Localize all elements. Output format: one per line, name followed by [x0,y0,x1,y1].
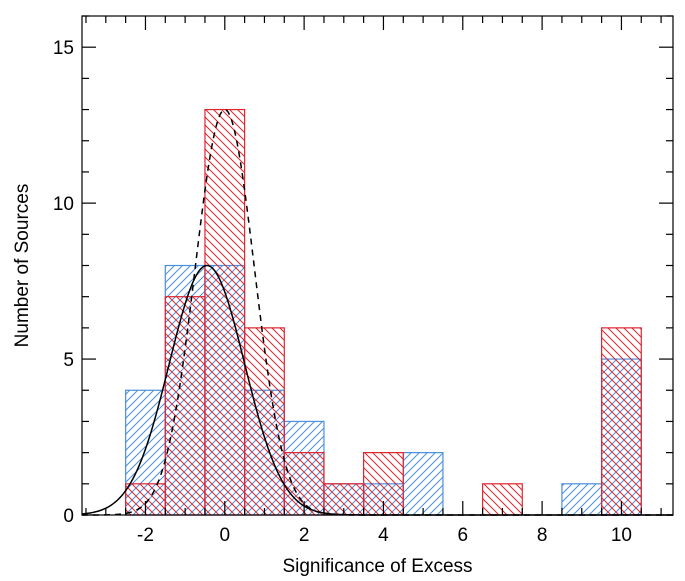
histogram-bar [164,296,206,516]
x-axis-label: Significance of Excess [282,556,472,577]
axis-ticks: -2 0 2 4 6 8 10 0 5 10 15 [53,15,673,546]
x-tick-label: 10 [611,525,632,546]
y-axis-label: Number of Sources [12,184,33,348]
x-tick-label: 2 [299,525,310,546]
y-tick-label: 5 [63,350,74,371]
histogram-bar [244,327,285,516]
x-tick-label: -2 [137,525,154,546]
histogram-bar [601,327,642,516]
y-tick-label: 0 [63,506,74,527]
y-tick-label: 15 [53,38,74,59]
series-red-bars [125,108,642,516]
histogram-bar [204,108,246,516]
x-tick-label: 4 [378,525,389,546]
x-tick-label: 8 [537,525,548,546]
y-tick-label: 10 [53,194,74,215]
x-tick-label: 0 [220,525,231,546]
x-tick-label: 6 [457,525,468,546]
histogram-bar [402,452,444,516]
